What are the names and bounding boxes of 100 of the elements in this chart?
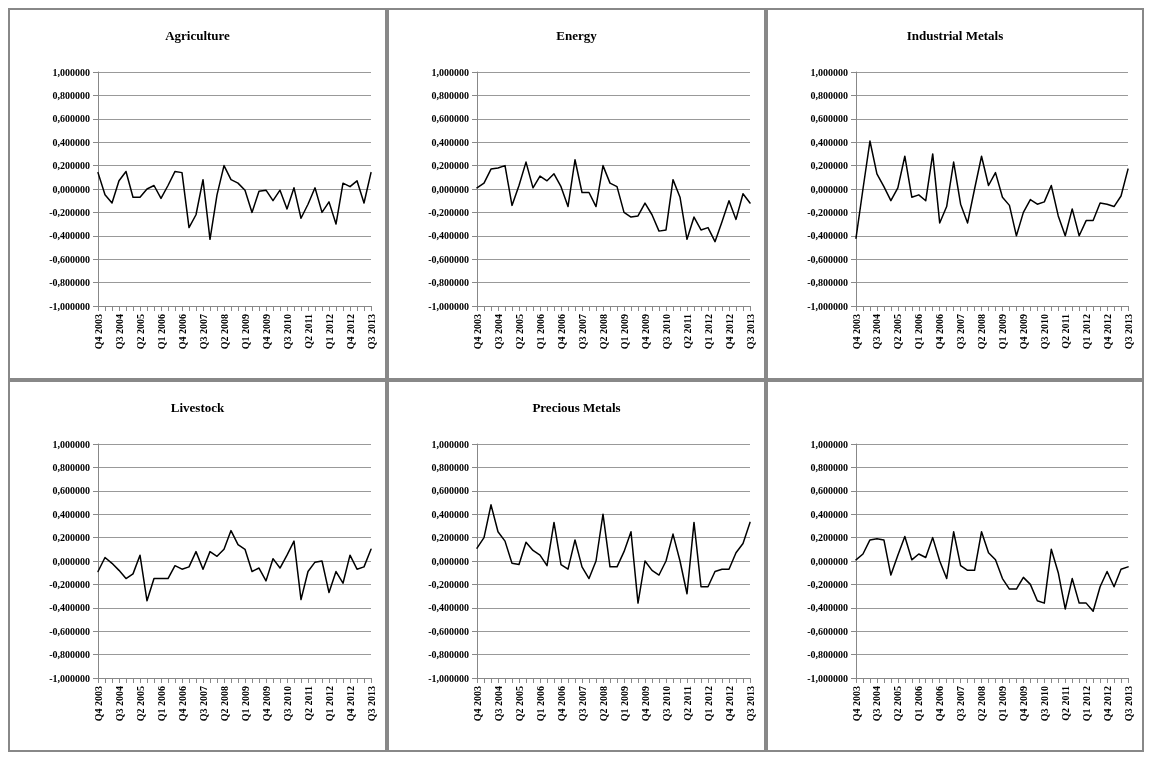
- chart-title: Industrial Metals: [906, 28, 1004, 43]
- y-tick-label: -1,000000: [807, 300, 848, 312]
- x-tick-label: Q1 2012: [1080, 686, 1092, 722]
- y-tick-label: -1,000000: [49, 672, 90, 684]
- x-tick-label: Q2 2008: [976, 686, 988, 722]
- y-tick-label: -0,600000: [807, 253, 848, 265]
- x-tick-label: Q1 2006: [155, 314, 167, 350]
- x-tick-label: Q4 2012: [723, 686, 735, 722]
- x-tick-label: Q4 2009: [1017, 686, 1029, 722]
- x-tick-label: Q3 2004: [492, 314, 504, 350]
- x-tick-label: Q3 2007: [197, 314, 209, 350]
- y-tick-label: 0,200000: [52, 160, 90, 172]
- x-tick-label: Q2 2011: [302, 314, 314, 349]
- x-tick-label: Q2 2005: [892, 314, 904, 350]
- x-tick-label: Q2 2005: [513, 686, 525, 722]
- x-tick-label: Q3 2010: [1038, 686, 1050, 722]
- x-tick-label: Q3 2004: [113, 686, 125, 722]
- y-tick-label: 0,000000: [810, 183, 848, 195]
- y-tick-label: -0,800000: [807, 649, 848, 661]
- y-tick-label: 0,600000: [52, 485, 90, 497]
- y-tick-label: -0,600000: [807, 625, 848, 637]
- x-tick-label: Q2 2008: [976, 314, 988, 350]
- line-series: [97, 164, 372, 241]
- x-tick-label: Q3 2013: [365, 686, 377, 722]
- y-tick-label: 0,400000: [810, 136, 848, 148]
- x-tick-label: Q4 2006: [934, 686, 946, 722]
- y-tick-label: -0,600000: [49, 253, 90, 265]
- line-series: [855, 140, 1129, 239]
- x-tick-label: Q3 2004: [492, 686, 504, 722]
- x-tick-label: Q1 2006: [913, 686, 925, 722]
- y-tick-label: 0,200000: [52, 532, 90, 544]
- y-tick-label: 0,600000: [810, 113, 848, 125]
- y-tick-label: 0,000000: [431, 555, 469, 567]
- y-tick-label: 0,400000: [431, 508, 469, 520]
- line-series: [97, 529, 372, 602]
- y-tick-label: -0,600000: [428, 253, 469, 265]
- y-tick-label: -0,400000: [428, 602, 469, 614]
- x-tick-label: Q2 2008: [597, 686, 609, 722]
- x-tick-label: Q4 2009: [260, 314, 272, 350]
- x-tick-label: Q4 2006: [555, 686, 567, 722]
- y-tick-label: -0,200000: [807, 206, 848, 218]
- y-tick-label: -0,400000: [49, 602, 90, 614]
- x-tick-label: Q1 2012: [702, 686, 714, 722]
- y-tick-label: -1,000000: [428, 672, 469, 684]
- y-tick-label: -0,200000: [49, 206, 90, 218]
- y-tick-label: 0,600000: [810, 485, 848, 497]
- y-tick-label: 0,400000: [52, 136, 90, 148]
- x-tick-label: Q3 2013: [744, 314, 756, 350]
- chart-title: Agriculture: [165, 28, 231, 43]
- x-tick-label: Q2 2005: [134, 314, 146, 350]
- y-tick-label: 1,000000: [52, 66, 90, 78]
- y-tick-label: -0,400000: [49, 230, 90, 242]
- x-tick-label: Q3 2004: [871, 686, 883, 722]
- y-tick-label: -0,800000: [807, 277, 848, 289]
- x-tick-label: Q4 2003: [92, 686, 104, 722]
- y-tick-label: 1,000000: [431, 438, 469, 450]
- x-tick-label: Q3 2007: [197, 686, 209, 722]
- x-tick-label: Q4 2012: [723, 314, 735, 350]
- x-tick-label: Q3 2010: [660, 686, 672, 722]
- x-tick-label: Q3 2010: [1038, 314, 1050, 350]
- x-tick-label: Q2 2008: [218, 314, 230, 350]
- y-tick-label: 0,400000: [810, 508, 848, 520]
- x-tick-label: Q2 2005: [134, 686, 146, 722]
- x-tick-label: Q4 2012: [344, 686, 356, 722]
- x-tick-label: Q2 2008: [218, 686, 230, 722]
- y-tick-label: -0,400000: [428, 230, 469, 242]
- y-tick-label: -0,200000: [428, 578, 469, 590]
- x-tick-label: Q4 2006: [176, 314, 188, 350]
- x-tick-label: Q4 2006: [934, 314, 946, 350]
- y-tick-label: 0,200000: [431, 532, 469, 544]
- chart-title: Precious Metals: [532, 400, 621, 415]
- line-series: [476, 159, 751, 243]
- y-tick-label: -1,000000: [49, 300, 90, 312]
- y-tick-label: 0,000000: [52, 555, 90, 567]
- x-tick-label: Q4 2009: [1017, 314, 1029, 350]
- x-tick-label: Q3 2004: [871, 314, 883, 350]
- x-tick-label: Q2 2011: [681, 314, 693, 349]
- x-tick-label: Q3 2013: [1122, 314, 1134, 350]
- y-tick-label: -0,200000: [807, 578, 848, 590]
- y-tick-label: 0,400000: [52, 508, 90, 520]
- chart-title: Livestock: [170, 400, 225, 415]
- y-tick-label: -0,600000: [428, 625, 469, 637]
- x-tick-label: Q4 2003: [92, 314, 104, 350]
- x-tick-label: Q4 2003: [471, 314, 483, 350]
- y-tick-label: 0,600000: [52, 113, 90, 125]
- x-tick-label: Q4 2006: [176, 686, 188, 722]
- x-tick-label: Q1 2009: [996, 314, 1008, 350]
- y-tick-label: 0,200000: [431, 160, 469, 172]
- x-tick-label: Q3 2007: [576, 686, 588, 722]
- x-tick-label: Q3 2010: [281, 314, 293, 350]
- y-tick-label: -0,400000: [807, 602, 848, 614]
- x-tick-label: Q3 2013: [365, 314, 377, 350]
- y-tick-label: 0,800000: [431, 89, 469, 101]
- y-tick-label: 0,800000: [52, 89, 90, 101]
- y-tick-label: -0,800000: [428, 649, 469, 661]
- y-tick-label: -0,200000: [428, 206, 469, 218]
- y-tick-label: -1,000000: [428, 300, 469, 312]
- x-tick-label: Q3 2013: [1122, 686, 1134, 722]
- y-tick-label: 1,000000: [52, 438, 90, 450]
- y-tick-label: 0,800000: [431, 461, 469, 473]
